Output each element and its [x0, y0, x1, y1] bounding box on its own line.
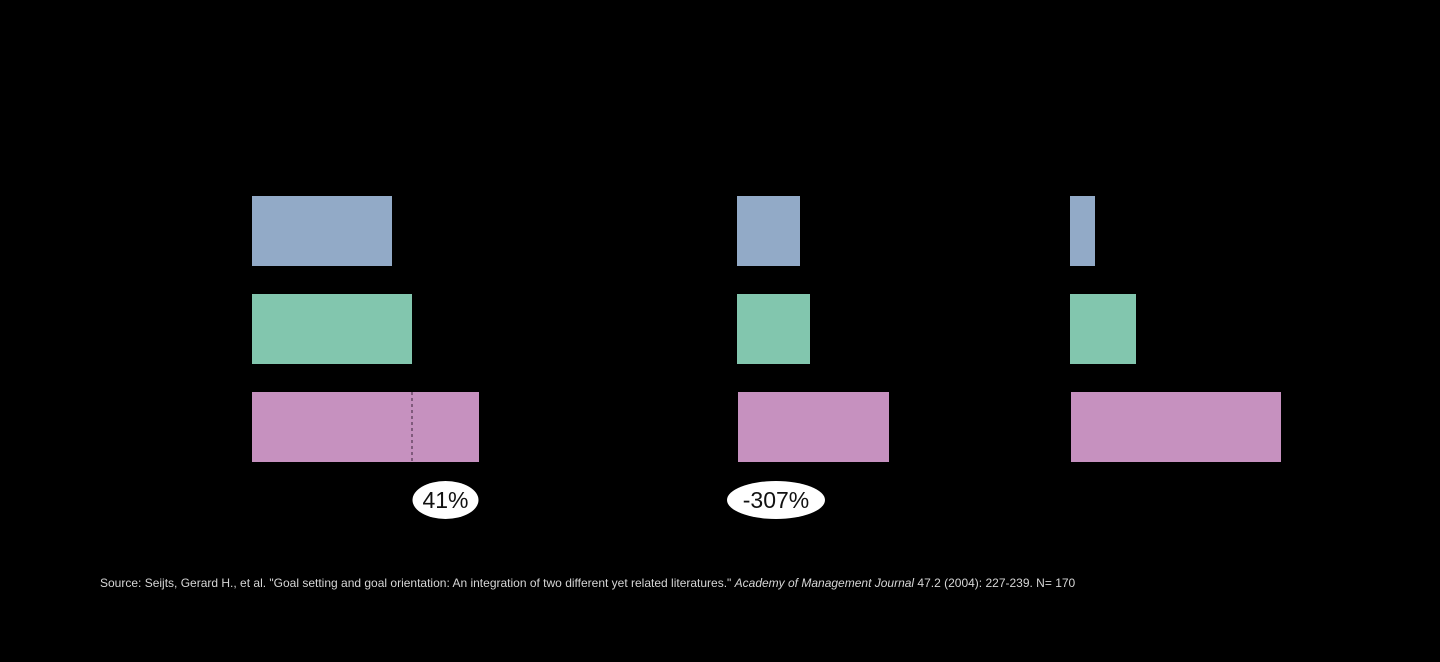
bar-panel-1-row-3 — [252, 392, 479, 462]
panel-3 — [1070, 196, 1281, 462]
percent-badge-background — [412, 481, 479, 519]
percent-badge-background — [727, 481, 825, 519]
percent-badge-label: 41% — [422, 487, 468, 513]
bar-panel-2-row-2 — [737, 294, 810, 364]
bar-panel-3-row-2 — [1070, 294, 1136, 364]
bar-panel-2-row-1 — [737, 196, 800, 266]
bar-panel-3-row-3 — [1071, 392, 1281, 462]
bar-panel-1-row-1 — [252, 196, 392, 266]
percent-badge-2: -307% — [727, 481, 825, 519]
percent-badge-label: -307% — [743, 487, 809, 513]
bar-panel-3-row-1 — [1070, 196, 1095, 266]
source-prefix: Source: Seijts, Gerard H., et al. "Goal … — [100, 576, 735, 590]
panel-1: 41% — [252, 196, 479, 519]
bar-panel-2-row-3 — [738, 392, 889, 462]
source-citation: Source: Seijts, Gerard H., et al. "Goal … — [100, 576, 1400, 590]
panel-2: -307% — [727, 196, 889, 519]
source-journal: Academy of Management Journal — [734, 576, 915, 590]
percent-badge-1: 41% — [412, 481, 479, 519]
bar-panel-1-row-2 — [252, 294, 412, 364]
source-suffix: 47.2 (2004): 227-239. N= 170 — [914, 576, 1076, 590]
